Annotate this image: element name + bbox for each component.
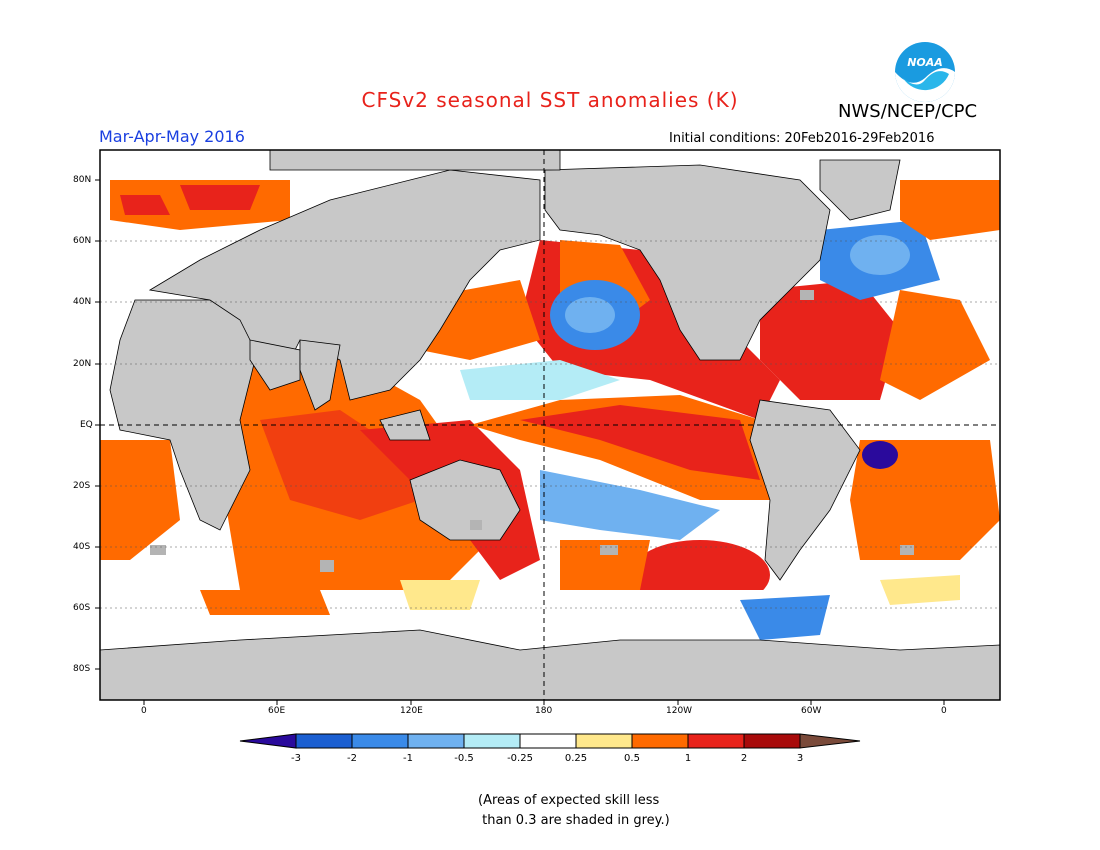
anomaly-fields — [100, 180, 1000, 640]
colorbar-label: -2 — [347, 753, 357, 764]
colorbar-cell — [463, 733, 521, 749]
colorbar-label: 0.5 — [624, 753, 640, 764]
low-skill-areas — [150, 290, 914, 572]
lat-label: 80N — [73, 175, 92, 185]
lon-label: 120W — [666, 706, 693, 716]
initial-conditions-label: Initial conditions: 20Feb2016-29Feb2016 — [669, 131, 935, 146]
skill-note-line1: (Areas of expected skill less — [478, 793, 660, 808]
colorbar-cell — [351, 733, 409, 749]
lat-label: EQ — [80, 420, 93, 430]
season-label: Mar-Apr-May 2016 — [99, 127, 245, 146]
colorbar-label: -0.5 — [454, 753, 474, 764]
colorbar-cell — [743, 733, 801, 749]
colorbar-cell — [575, 733, 633, 749]
lat-label: 60S — [73, 603, 91, 613]
lat-label: 60N — [73, 236, 92, 246]
graticule — [100, 240, 1000, 609]
colorbar-label: -3 — [291, 753, 301, 764]
colorbar-cell — [631, 733, 689, 749]
noaa-logo: NOAA — [895, 42, 955, 102]
land-masses — [100, 150, 1000, 700]
colorbar-cell — [295, 733, 353, 749]
lon-label: 60W — [801, 706, 822, 716]
colorbar-label: 0.25 — [564, 753, 588, 764]
lat-label: 40S — [73, 542, 91, 552]
noaa-logo-text: NOAA — [907, 56, 943, 69]
skill-note: (Areas of expected skill less than 0.3 a… — [478, 791, 670, 831]
colorbar-label: 3 — [796, 753, 804, 764]
colorbar-cell — [687, 733, 745, 749]
colorbar-label: -0.25 — [507, 753, 533, 764]
colorbar-cell — [519, 733, 577, 749]
lat-label: 20S — [73, 481, 91, 491]
lat-label: 80S — [73, 664, 91, 674]
axis-ticks — [95, 179, 945, 705]
colorbar-label: -1 — [403, 753, 413, 764]
colorbar-label: 2 — [740, 753, 748, 764]
lat-label: 20N — [73, 359, 92, 369]
colorbar-cell — [239, 733, 297, 749]
lon-label: 0 — [141, 706, 147, 716]
lon-label: 60E — [268, 706, 286, 716]
map-title: CFSv2 seasonal SST anomalies (K) — [361, 88, 739, 112]
lon-label: 120E — [400, 706, 423, 716]
colorbar-label: 1 — [684, 753, 692, 764]
colorbar-cell — [407, 733, 465, 749]
sst-anomaly-map — [95, 149, 1001, 705]
colorbar-cell — [799, 733, 861, 749]
skill-note-line2: than 0.3 are shaded in grey.) — [478, 813, 670, 828]
lon-label: 180 — [535, 706, 553, 716]
lat-label: 40N — [73, 297, 92, 307]
agency-label: NWS/NCEP/CPC — [838, 101, 978, 122]
lon-label: 0 — [941, 706, 947, 716]
